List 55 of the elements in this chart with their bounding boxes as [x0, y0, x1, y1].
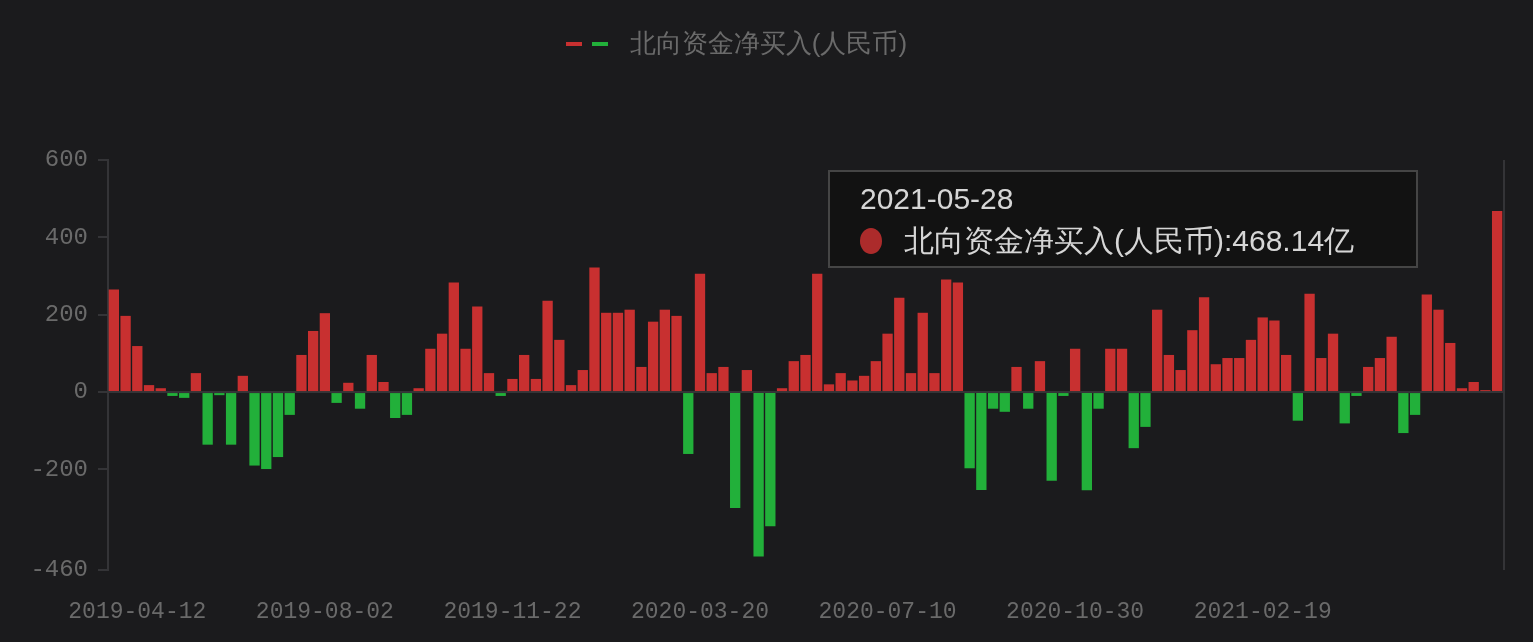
y-tick-label: -200 — [30, 455, 88, 483]
bar — [190, 373, 202, 392]
bar — [1363, 366, 1374, 392]
bar — [331, 393, 342, 403]
x-tick-label: 2019-11-22 — [443, 598, 582, 625]
y-tick-label: 200 — [44, 301, 88, 329]
bar — [776, 388, 788, 392]
bar — [237, 375, 248, 392]
bar — [683, 393, 694, 454]
bar — [741, 370, 753, 392]
legend-label: 北向资金净买入(人民币) — [629, 27, 908, 60]
annotation: 2021-05-28 — [860, 181, 1015, 217]
x-tick-label: 2020-03-20 — [630, 598, 770, 625]
bar — [1116, 348, 1128, 392]
bar — [1023, 393, 1034, 409]
bar — [343, 382, 354, 392]
bar — [354, 393, 366, 409]
bar — [1069, 348, 1081, 392]
bar — [155, 388, 166, 392]
bar — [1011, 366, 1022, 392]
bar — [319, 313, 331, 392]
x-tick-label: 2019-08-02 — [255, 598, 394, 625]
x-tick-label: 2019-04-12 — [68, 598, 207, 625]
y-tick-label: 400 — [44, 223, 88, 251]
bar — [952, 282, 964, 392]
x-tick-label: 2021-02-19 — [1193, 598, 1332, 625]
tooltip-box: 2021-05-28 北向资金净买入(人民币):468.14亿 — [828, 170, 1418, 268]
y-tick-label: 0 — [73, 378, 88, 406]
bar — [401, 393, 413, 415]
bar — [905, 373, 917, 392]
bar — [143, 385, 155, 392]
bar — [1292, 393, 1304, 421]
y-tick-label: -460 — [30, 556, 88, 584]
bar — [1152, 309, 1163, 392]
bar — [495, 393, 506, 396]
bar — [999, 393, 1010, 412]
bar — [272, 393, 284, 458]
bar — [483, 373, 495, 392]
bar — [612, 312, 624, 392]
bar — [987, 393, 999, 409]
bar — [565, 385, 577, 392]
bar — [1245, 339, 1257, 392]
x-tick-label: 2020-10-30 — [1006, 598, 1145, 625]
bar — [1105, 348, 1116, 392]
bar — [1456, 388, 1468, 392]
x-tick-label: 2020-07-10 — [818, 598, 957, 625]
bar — [1034, 361, 1046, 392]
bar — [730, 393, 741, 509]
y-tick-label: 600 — [44, 146, 88, 174]
bar — [1327, 333, 1339, 392]
annotation: 北向资金净买入(人民币):468.14亿 — [904, 223, 1355, 259]
bar — [284, 393, 295, 415]
bar — [694, 273, 706, 392]
bar — [390, 393, 401, 418]
bar — [823, 384, 835, 392]
